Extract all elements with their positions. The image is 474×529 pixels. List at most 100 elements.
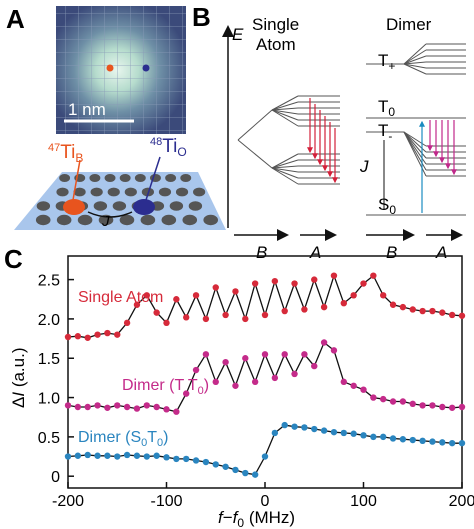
data-point — [123, 403, 131, 411]
data-point — [251, 280, 259, 287]
data-point — [84, 334, 91, 341]
lattice-atom — [124, 187, 137, 197]
data-point — [222, 358, 229, 366]
data-point — [64, 402, 72, 409]
lattice-atom — [169, 201, 184, 211]
lattice-atom — [104, 174, 116, 182]
data-point — [84, 403, 91, 411]
data-point — [320, 303, 328, 311]
coupling-arc — [87, 211, 133, 218]
data-point — [448, 439, 456, 447]
panel-a-svg: A 1 nm 47TiB 48TiO J — [6, 4, 226, 230]
data-point — [84, 451, 91, 459]
data-point — [123, 451, 131, 459]
data-point — [212, 461, 219, 468]
legend-single-atom: Single Atom — [78, 289, 163, 306]
data-point — [143, 292, 150, 299]
atom-b-leader — [72, 159, 81, 201]
data-point — [301, 306, 308, 313]
data-point — [261, 311, 269, 319]
y-axis-label: ΔI (a.u.) — [9, 348, 28, 409]
data-point — [202, 315, 210, 323]
data-point — [419, 307, 426, 315]
data-point — [448, 404, 456, 411]
lattice-atom — [158, 187, 172, 197]
lattice-atom — [73, 187, 86, 197]
data-point — [153, 452, 160, 459]
data-point — [192, 457, 200, 464]
data-point — [143, 453, 150, 460]
data-point — [399, 436, 407, 443]
data-point — [389, 435, 397, 442]
data-point — [133, 301, 141, 308]
lattice-atom — [119, 174, 131, 182]
data-point — [458, 312, 466, 319]
data-point — [94, 452, 101, 459]
lattice-atom — [90, 187, 103, 197]
field-a-label-2: A — [435, 243, 447, 262]
data-point — [350, 382, 357, 389]
data-point — [94, 402, 101, 409]
data-point — [301, 424, 308, 431]
scale-bar-label: 1 nm — [68, 100, 106, 119]
coupling-label: J — [101, 213, 110, 230]
data-point — [311, 425, 318, 433]
lattice-grid — [56, 6, 186, 134]
data-point — [301, 351, 308, 358]
lattice-atom — [35, 214, 51, 226]
data-point — [133, 405, 141, 412]
data-point — [271, 277, 279, 285]
panel-b-label: B — [192, 2, 211, 32]
energy-axis-label: E — [232, 25, 244, 44]
data-point — [232, 382, 239, 389]
data-point — [458, 403, 466, 411]
data-point — [350, 430, 357, 437]
data-point — [192, 366, 200, 374]
data-point — [360, 386, 367, 393]
data-point — [330, 428, 338, 436]
x-tick-label: -100 — [150, 493, 182, 510]
data-point — [409, 436, 416, 444]
data-point — [104, 404, 111, 411]
coupling-j-label: J — [359, 157, 369, 176]
data-point — [261, 453, 269, 460]
data-point — [261, 351, 269, 358]
data-point — [340, 299, 347, 307]
data-point — [380, 395, 387, 403]
legend-dimer-tt: Dimer (T-T0) — [122, 377, 209, 397]
data-point — [251, 378, 259, 386]
data-point — [153, 403, 160, 411]
data-point — [439, 309, 446, 316]
dimer-title: Dimer — [386, 15, 432, 34]
data-point — [143, 402, 150, 409]
atom-o-marker — [142, 64, 150, 72]
data-point — [232, 466, 239, 474]
data-point — [291, 280, 298, 287]
data-point — [271, 429, 279, 437]
data-point — [183, 390, 190, 397]
surface-lattice — [35, 174, 219, 226]
single-title-line2: Atom — [256, 35, 296, 54]
data-point — [202, 458, 210, 466]
data-point — [429, 402, 436, 409]
data-point — [320, 427, 328, 434]
atom-o-label: 48TiO — [150, 136, 187, 159]
lattice-atom — [161, 214, 177, 226]
field-b-label-1: B — [256, 243, 267, 262]
data-point — [74, 403, 82, 411]
panel-c: C -200 -100 0 100 200 0 0.5 1.0 1.5 2.0 2.5 Single… — [0, 238, 474, 529]
data-point — [350, 292, 357, 299]
data-point — [458, 439, 466, 447]
atom-b-label: 47TiB — [48, 142, 83, 165]
data-point — [163, 454, 170, 461]
data-point — [380, 433, 387, 441]
data-point — [439, 403, 446, 411]
data-point — [114, 453, 121, 460]
atom-o-sphere — [133, 199, 155, 215]
data-point — [429, 438, 436, 445]
data-point — [281, 307, 288, 315]
data-point — [340, 378, 347, 386]
lattice-atom — [36, 201, 51, 211]
lattice-atom — [165, 174, 177, 182]
data-point — [74, 452, 82, 459]
